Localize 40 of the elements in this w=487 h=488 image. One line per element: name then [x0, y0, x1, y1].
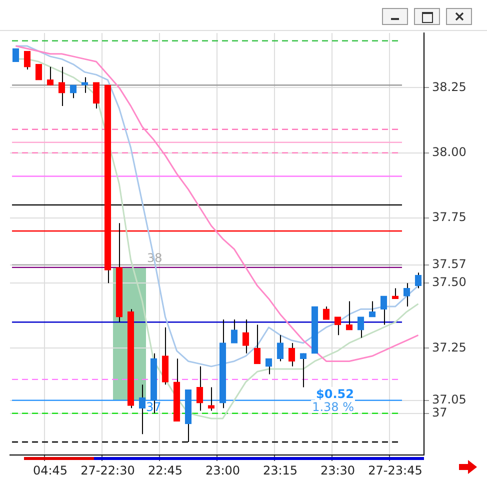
candlestick	[334, 316, 342, 336]
x-tick-label: 23:15	[262, 463, 298, 478]
x-tick-label: 22:45	[148, 463, 183, 478]
y-tick-label: 37.50	[432, 275, 466, 290]
candlestick	[276, 334, 284, 362]
y-tick-label: 38.25	[432, 80, 466, 94]
candlestick	[138, 384, 146, 435]
candlestick	[346, 300, 353, 330]
candlestick	[196, 366, 204, 412]
x-tick-label: 04:45	[32, 463, 68, 478]
candlestick	[46, 66, 54, 86]
x-tick-label: 27-22:30	[80, 463, 135, 478]
y-tick-label: 37.25	[432, 340, 466, 354]
candlestick	[92, 82, 100, 110]
candlestick	[58, 66, 66, 106]
x-tick-label: 23:30	[320, 463, 356, 478]
candlestick	[81, 76, 88, 94]
candlestick	[242, 319, 250, 354]
candlestick	[35, 64, 42, 80]
x-tick-label: 27-23:45	[368, 463, 422, 478]
candlestick	[288, 342, 296, 367]
y-tick-label: 37.05	[432, 392, 466, 406]
candlestick	[265, 358, 272, 375]
candlestick	[254, 324, 261, 364]
y-tick-label: 37.57	[432, 256, 466, 271]
candlestick	[208, 386, 215, 412]
candlestick	[403, 282, 410, 308]
y-tick-label: 37	[432, 405, 448, 420]
candlestick	[380, 296, 388, 326]
annotation: 1.38 %	[312, 400, 354, 414]
candlestick	[300, 352, 307, 388]
candlestick	[12, 48, 20, 62]
y-tick-label: 37.75	[432, 210, 466, 224]
x-tick-label: 23:00	[205, 463, 240, 478]
candlestick	[24, 50, 31, 70]
candlestick	[230, 319, 238, 344]
candlestick	[368, 300, 376, 318]
annotation: $0.52	[316, 387, 354, 401]
y-tick-label: 38.00	[432, 144, 466, 159]
candlestick	[357, 316, 364, 338]
